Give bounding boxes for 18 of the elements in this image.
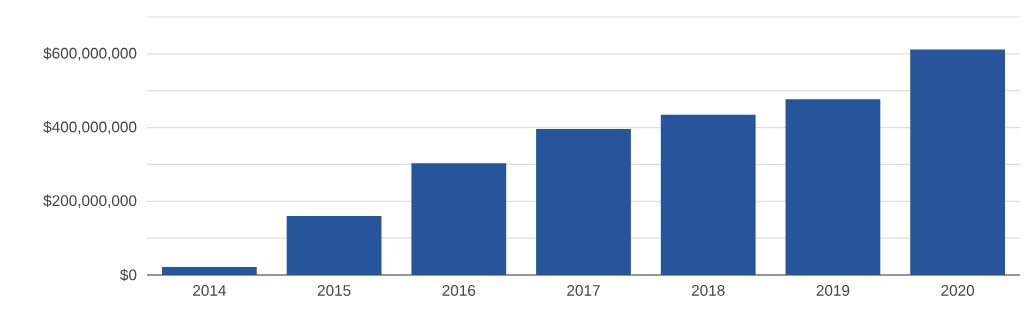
x-tick-label: 2014 bbox=[193, 285, 226, 296]
y-tick-label: $200,000,000 bbox=[43, 194, 137, 208]
x-tick-label: 2020 bbox=[941, 285, 975, 296]
bar bbox=[536, 129, 631, 275]
x-tick-label: 2018 bbox=[691, 285, 725, 296]
bar bbox=[910, 49, 1006, 275]
y-tick-label: $400,000,000 bbox=[43, 120, 137, 135]
bar bbox=[785, 99, 881, 275]
x-tick-label: 2019 bbox=[816, 285, 850, 296]
bar bbox=[161, 266, 257, 275]
bar bbox=[660, 114, 756, 275]
x-tick-label: 2017 bbox=[567, 285, 600, 296]
x-tick-label: 2016 bbox=[442, 285, 476, 296]
y-tick-label: $0 bbox=[120, 268, 137, 282]
x-tick-label: 2015 bbox=[317, 285, 351, 296]
y-tick-label: $600,000,000 bbox=[43, 47, 137, 61]
bar bbox=[286, 216, 382, 275]
bar bbox=[411, 163, 507, 275]
